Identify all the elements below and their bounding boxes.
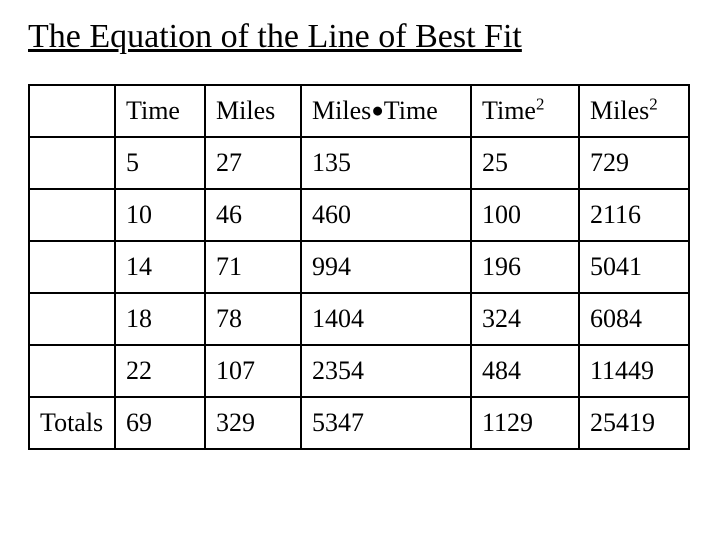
cell: 324 [471,293,579,345]
cell: 1129 [471,397,579,449]
cell [29,189,115,241]
cell: 78 [205,293,301,345]
cell [29,137,115,189]
cell: 22 [115,345,205,397]
cell: 1404 [301,293,471,345]
cell: 5347 [301,397,471,449]
cell [29,241,115,293]
table-totals-row: Totals 69 329 5347 1129 25419 [29,397,689,449]
cell: 994 [301,241,471,293]
table-header-row: Time Miles Miles●Time Time2 Miles2 [29,85,689,137]
table-row: 22 107 2354 484 11449 [29,345,689,397]
cell: 25419 [579,397,689,449]
cell: 2354 [301,345,471,397]
cell: 69 [115,397,205,449]
header-cell-miles-time: Miles●Time [301,85,471,137]
header-cell-miles2: Miles2 [579,85,689,137]
cell: 135 [301,137,471,189]
cell: 6084 [579,293,689,345]
table-row: 14 71 994 196 5041 [29,241,689,293]
header-cell-miles: Miles [205,85,301,137]
slide-page: The Equation of the Line of Best Fit Tim… [0,0,720,468]
best-fit-table: Time Miles Miles●Time Time2 Miles2 5 27 … [28,84,690,450]
header-cell-time2: Time2 [471,85,579,137]
cell: 729 [579,137,689,189]
table-row: 5 27 135 25 729 [29,137,689,189]
cell: 100 [471,189,579,241]
cell: 5041 [579,241,689,293]
cell: 484 [471,345,579,397]
table-row: 18 78 1404 324 6084 [29,293,689,345]
cell: 18 [115,293,205,345]
cell: 46 [205,189,301,241]
cell: 71 [205,241,301,293]
header-cell-time: Time [115,85,205,137]
page-title: The Equation of the Line of Best Fit [28,18,692,56]
cell: 10 [115,189,205,241]
header-cell-blank [29,85,115,137]
cell: 27 [205,137,301,189]
cell: 107 [205,345,301,397]
cell: 460 [301,189,471,241]
cell: 14 [115,241,205,293]
table-row: 10 46 460 100 2116 [29,189,689,241]
cell: 25 [471,137,579,189]
cell [29,345,115,397]
totals-label: Totals [29,397,115,449]
cell: 329 [205,397,301,449]
cell: 2116 [579,189,689,241]
cell [29,293,115,345]
cell: 5 [115,137,205,189]
cell: 11449 [579,345,689,397]
cell: 196 [471,241,579,293]
